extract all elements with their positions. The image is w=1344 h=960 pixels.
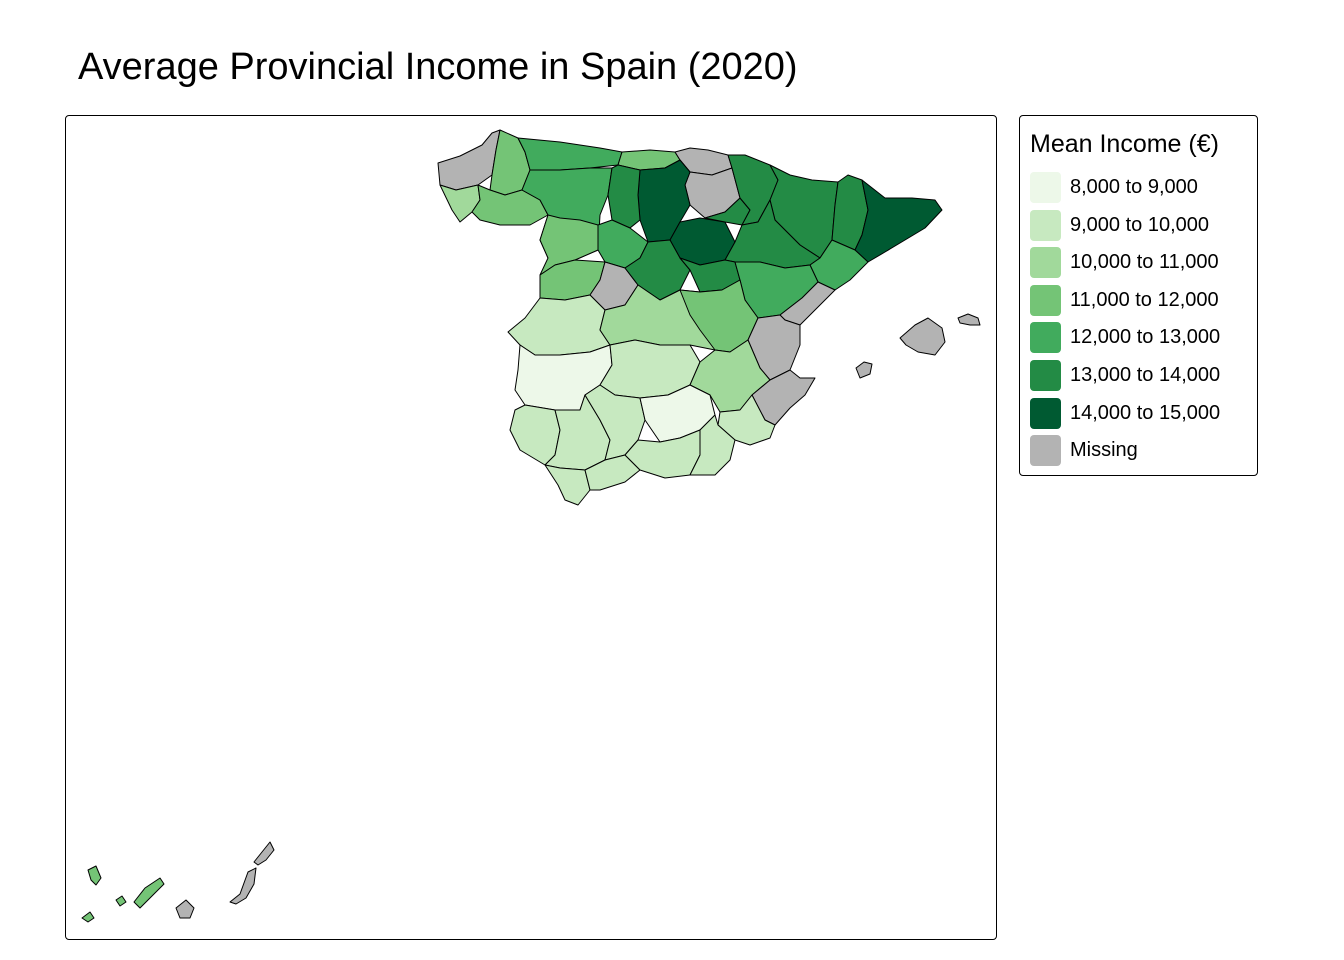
legend-label: 10,000 to 11,000 <box>1070 251 1219 274</box>
legend-label: Missing <box>1070 439 1138 462</box>
legend-swatch <box>1030 172 1061 203</box>
asturias <box>517 137 623 171</box>
legend-swatch <box>1030 322 1061 354</box>
malaga <box>584 454 641 491</box>
cadiz <box>544 464 591 506</box>
legend-label: 8,000 to 9,000 <box>1070 176 1198 198</box>
legend-item: 12,000 to 13,000 <box>1030 322 1255 354</box>
galicia-coast <box>439 184 481 223</box>
legend-title: Mean Income (€) <box>1030 130 1219 158</box>
gran-canaria <box>175 899 195 919</box>
legend-item: 10,000 to 11,000 <box>1030 247 1255 279</box>
legend-swatch <box>1030 397 1061 429</box>
legend-label: 11,000 to 12,000 <box>1070 288 1219 311</box>
legend-swatch <box>1030 284 1061 316</box>
legend-swatch <box>1030 435 1061 467</box>
ourense <box>471 184 549 226</box>
legend-swatch <box>1030 247 1061 279</box>
map-title: Average Provincial Income in Spain (2020… <box>78 46 798 88</box>
legend-item: Missing <box>1030 435 1255 467</box>
girona-barcelona <box>854 179 943 263</box>
la-palma <box>87 865 102 886</box>
la-gomera <box>115 895 127 907</box>
ibiza <box>855 361 873 379</box>
legend-swatch <box>1030 209 1061 241</box>
caceres <box>507 294 611 356</box>
legend-item: 11,000 to 12,000 <box>1030 284 1255 317</box>
map-legend: Mean Income (€) 8,000 to 9,000 9,000 to 1… <box>1019 115 1258 476</box>
legend-item: 13,000 to 14,000 <box>1030 360 1255 392</box>
menorca <box>957 313 981 326</box>
lanzarote <box>253 841 275 866</box>
legend-item: 9,000 to 10,000 <box>1030 209 1255 242</box>
almeria <box>689 414 736 476</box>
huelva <box>509 404 561 466</box>
legend-label: 12,000 to 13,000 <box>1070 326 1221 349</box>
fuerteventura <box>229 867 257 905</box>
el-hierro <box>81 911 95 923</box>
legend-swatch <box>1030 360 1061 391</box>
legend-label: 13,000 to 14,000 <box>1070 364 1221 386</box>
legend-item: 8,000 to 9,000 <box>1030 172 1255 204</box>
mallorca <box>899 317 946 356</box>
legend-item: 14,000 to 15,000 <box>1030 397 1255 430</box>
legend-label: 14,000 to 15,000 <box>1070 401 1221 424</box>
tenerife <box>133 877 165 909</box>
legend-label: 9,000 to 10,000 <box>1070 213 1210 236</box>
palencia <box>607 164 641 229</box>
